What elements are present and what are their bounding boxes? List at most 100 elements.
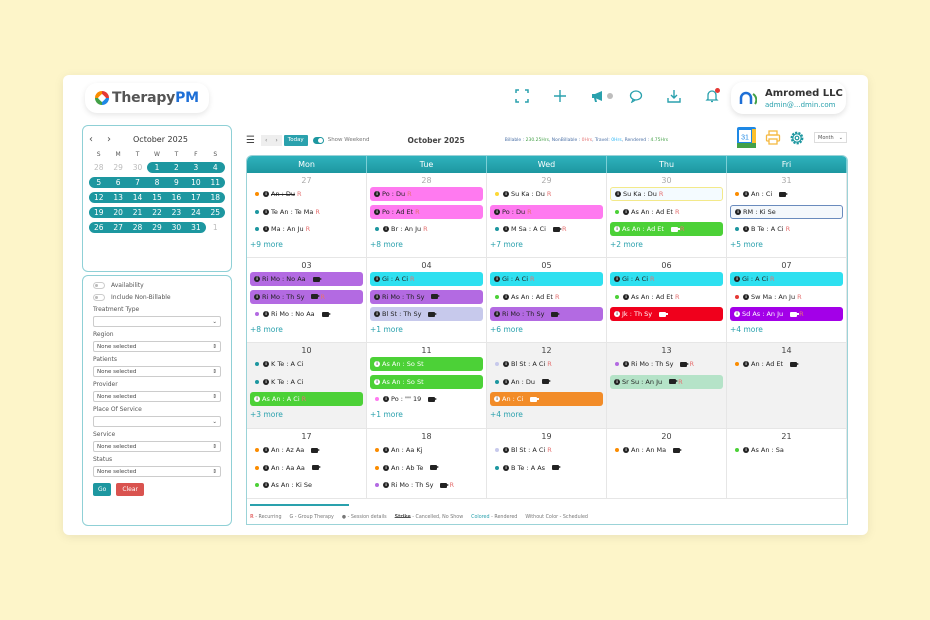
calendar-event[interactable]: i Ri Mo : Th Sy	[370, 289, 483, 304]
calendar-event[interactable]: i Ma : An Ju R	[250, 222, 363, 236]
day-number[interactable]: 06	[661, 261, 672, 270]
info-icon[interactable]: i	[743, 191, 749, 197]
info-icon[interactable]: i	[263, 447, 269, 453]
google-calendar-icon[interactable]: 31	[737, 127, 756, 148]
mini-cal-day[interactable]: 11	[205, 177, 225, 188]
info-icon[interactable]: i	[263, 208, 269, 215]
mini-cal-day[interactable]: 1	[147, 162, 167, 173]
calendar-event[interactable]: i Sd As : An Ju R	[730, 307, 843, 321]
more-events-link[interactable]: +7 more	[490, 239, 523, 249]
gear-icon[interactable]	[789, 130, 805, 146]
calendar-event[interactable]: i As An : Ad Et R	[610, 205, 723, 219]
calendar-event[interactable]: i Su Ka : Du R	[610, 187, 723, 201]
day-number[interactable]: 17	[301, 432, 312, 441]
day-cell[interactable]: 21 i As An : Sa	[727, 429, 847, 499]
prev-month-button[interactable]: ‹	[260, 134, 272, 146]
calendar-event[interactable]: i Sr Su : An Ju R	[610, 374, 723, 389]
day-number[interactable]: 28	[421, 176, 432, 185]
info-icon[interactable]: i	[503, 447, 509, 453]
info-icon[interactable]: i	[615, 191, 621, 197]
day-number[interactable]: 11	[421, 346, 432, 355]
day-number[interactable]: 12	[541, 346, 552, 355]
megaphone-icon[interactable]	[589, 87, 613, 105]
fullscreen-icon[interactable]	[513, 87, 531, 105]
info-icon[interactable]: i	[263, 226, 269, 232]
more-events-link[interactable]: +4 more	[730, 324, 763, 334]
therapypm-logo[interactable]: TherapyPM	[85, 83, 209, 113]
region-select[interactable]: None selected ⇕	[93, 341, 221, 352]
mini-cal-day[interactable]: 24	[186, 207, 206, 218]
info-icon[interactable]: i	[614, 276, 620, 282]
mini-cal-day[interactable]: 2	[166, 162, 187, 173]
mini-cal-day[interactable]: 15	[147, 192, 167, 203]
availability-toggle[interactable]	[93, 282, 105, 289]
info-icon[interactable]: i	[503, 464, 509, 471]
info-icon[interactable]: i	[374, 378, 380, 385]
info-icon[interactable]: i	[494, 396, 500, 402]
print-icon[interactable]	[765, 130, 781, 146]
day-number[interactable]: 29	[541, 176, 552, 185]
info-icon[interactable]: i	[614, 226, 620, 232]
info-icon[interactable]: i	[383, 464, 389, 471]
mini-cal-day[interactable]: 3	[186, 162, 206, 173]
info-icon[interactable]: i	[503, 378, 509, 385]
download-icon[interactable]	[665, 87, 683, 105]
mini-cal-day[interactable]: 23	[166, 207, 187, 218]
mini-cal-day[interactable]: 5	[89, 177, 109, 188]
day-number[interactable]: 13	[661, 346, 672, 355]
mini-cal-day[interactable]: 12	[89, 192, 109, 203]
calendar-event[interactable]: i As An : Sa	[730, 443, 843, 457]
mini-cal-day[interactable]: 1	[212, 223, 218, 232]
mini-cal-day[interactable]: 9	[166, 177, 187, 188]
calendar-event[interactable]: i Po : "" 19	[370, 392, 483, 406]
status-select[interactable]: None selected ⇕	[93, 466, 221, 477]
mini-cal-day[interactable]: 30	[166, 222, 187, 233]
place-of-service-select[interactable]: ⌄	[93, 416, 221, 427]
more-events-link[interactable]: +3 more	[250, 409, 283, 419]
calendar-event[interactable]: i Po : Ad Et R	[370, 204, 483, 219]
calendar-event[interactable]: i An : Ci	[490, 392, 603, 406]
info-icon[interactable]: i	[623, 208, 629, 215]
patients-select[interactable]: None selected ⇕	[93, 366, 221, 377]
horizontal-scrollbar[interactable]	[250, 504, 349, 506]
day-number[interactable]: 20	[661, 432, 672, 441]
clear-button[interactable]: Clear	[116, 483, 145, 496]
go-button[interactable]: Go	[93, 483, 112, 496]
info-icon[interactable]: i	[263, 482, 269, 488]
info-icon[interactable]: i	[743, 361, 749, 367]
mini-cal-day[interactable]: 27	[108, 222, 128, 233]
info-icon[interactable]: i	[374, 311, 380, 317]
day-number[interactable]: 03	[301, 261, 312, 270]
menu-icon[interactable]: ☰	[246, 134, 255, 146]
mini-cal-day[interactable]: 8	[147, 177, 167, 188]
provider-select[interactable]: None selected ⇕	[93, 391, 221, 402]
show-weekend-toggle[interactable]	[312, 136, 324, 144]
calendar-event[interactable]: i Po : Du R	[490, 204, 603, 219]
calendar-event[interactable]: i An : Ci	[730, 187, 843, 201]
info-icon[interactable]: i	[494, 208, 500, 215]
info-icon[interactable]: i	[743, 226, 749, 232]
info-icon[interactable]: i	[494, 311, 500, 317]
day-cell[interactable]: 11 i As An : So St i As An : So St i Po : "" 1…	[367, 343, 487, 429]
day-number[interactable]: 05	[541, 261, 552, 270]
calendar-event[interactable]: i Ri Mo : No Aa	[250, 307, 363, 321]
calendar-event[interactable]: i Gi : A Ci R	[610, 272, 723, 286]
calendar-event[interactable]: i Ri Mo : Th Sy	[490, 307, 603, 321]
info-icon[interactable]: i	[383, 226, 389, 232]
calendar-event[interactable]: i As An : Ad Et R	[610, 290, 723, 304]
mini-cal-day[interactable]: 14	[127, 192, 148, 203]
calendar-event[interactable]: i Br : An Ju R	[370, 222, 483, 236]
mini-cal-day[interactable]: 31	[186, 222, 206, 233]
info-icon[interactable]: i	[374, 276, 380, 282]
day-number[interactable]: 07	[781, 261, 792, 270]
calendar-event[interactable]: i RM : Ki Se	[730, 204, 843, 219]
info-icon[interactable]: i	[503, 293, 509, 300]
